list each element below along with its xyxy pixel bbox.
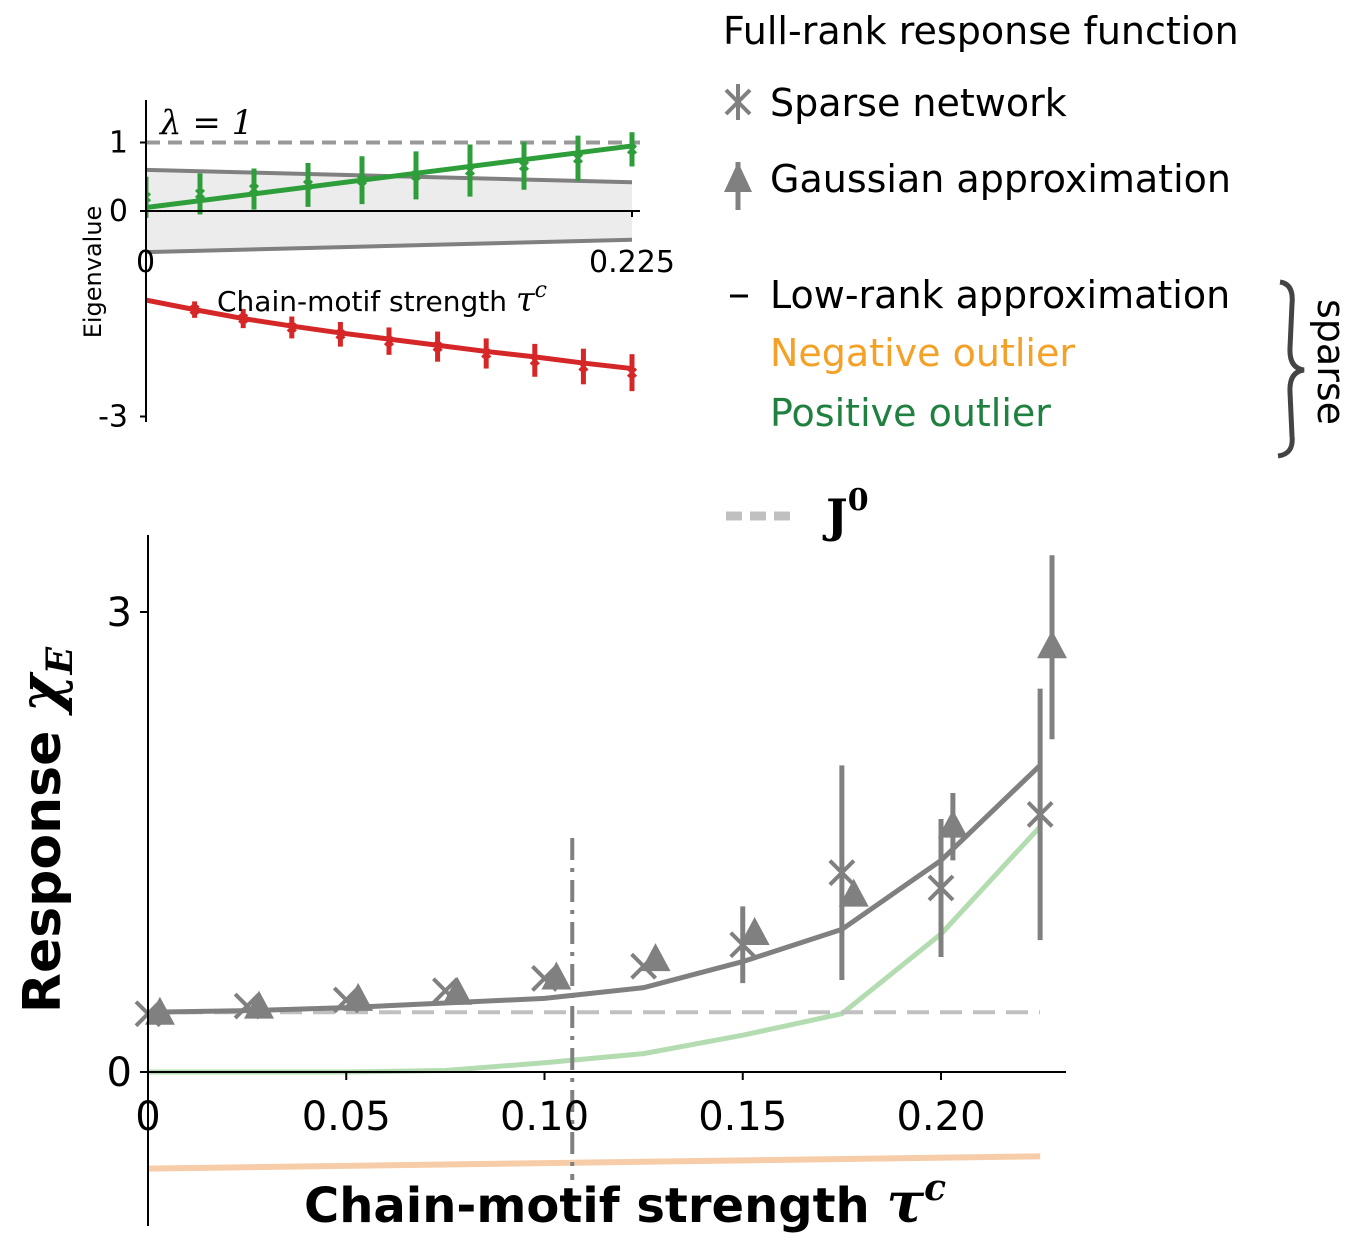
- main-y-tick-label: 3: [107, 590, 132, 636]
- inset-x-label: Chain-motif strength τc: [217, 278, 547, 320]
- legend-item-gaussian: Gaussian approximation: [770, 157, 1231, 201]
- main-lowrank-line: [147, 763, 1042, 1015]
- inset-x-tick-label: 0: [136, 245, 155, 280]
- main-gaussian-point: [442, 976, 473, 1005]
- inset-negative-sparse-point: [529, 355, 540, 366]
- inset-bulk-lower-edge: [146, 237, 633, 255]
- legend: Full-rank response function Sparse netwo…: [723, 9, 1353, 543]
- main-x-tick-label: 0.15: [698, 1094, 787, 1140]
- inset-positive-sparse-point: [410, 170, 422, 181]
- inset-negative-sparse-point: [578, 361, 589, 372]
- legend-lowrank-label: Low-rank approximation: [770, 273, 1230, 317]
- legend-j0-label: J0: [822, 483, 869, 543]
- main-gaussian-point: [739, 917, 770, 946]
- main-sparse-point: [828, 859, 856, 887]
- inset-negative-sparse-point: [238, 313, 249, 324]
- main-positive-outlier-line: [148, 824, 1042, 1075]
- inset-positive-sparse-point: [146, 192, 152, 203]
- inset-negative-sparse-point: [383, 336, 395, 347]
- main-gaussian-point: [144, 996, 175, 1025]
- inset-positive-sparse-point: [518, 160, 530, 171]
- inset-positive-sparse-point: [302, 179, 314, 191]
- legend-positive-outlier-label: Positive outlier: [770, 391, 1051, 435]
- inset-y-tick-label: -3: [98, 400, 128, 435]
- legend-brace-label: sparse: [1309, 299, 1353, 425]
- inset-positive-sparse-point: [626, 144, 638, 155]
- inset-negative-sparse-point: [626, 367, 638, 378]
- inset-y-label: Eigenvalue: [79, 206, 107, 339]
- main-y-tick-label: 0: [107, 1050, 132, 1096]
- main-x-tick-label: 0.20: [896, 1094, 985, 1140]
- main-x-label: Chain-motif strength τc: [304, 1167, 946, 1236]
- main-gaussian-point: [640, 943, 671, 972]
- main-gaussian-point: [343, 982, 374, 1011]
- main-y-label: Response χE: [6, 646, 81, 1013]
- inset-positive-sparse-point: [194, 188, 206, 199]
- main-gaussian-point: [1037, 630, 1068, 659]
- main-gaussian-point: [838, 878, 869, 907]
- legend-triangle-marker-icon: [724, 162, 752, 210]
- legend-brace-icon: [1277, 279, 1305, 459]
- main-chart: 0 3 0 0.05 0.10 0.15 0.20 Chain-motif strength…: [6, 535, 1068, 1236]
- legend-header: Full-rank response function: [723, 9, 1239, 53]
- inset-positive-sparse-point: [464, 165, 476, 176]
- inset-lambda-annotation: λ = 1: [158, 103, 253, 143]
- inset-positive-outlier-line: [146, 143, 633, 211]
- legend-negative-outlier-label: Negative outlier: [770, 331, 1075, 375]
- inset-negative-sparse-point: [432, 341, 443, 352]
- main-gaussian-point: [244, 990, 275, 1019]
- main-gaussian-point: [541, 961, 572, 990]
- inset-negative-sparse-point: [335, 329, 346, 340]
- inset-negative-sparse-point: [286, 322, 297, 333]
- main-sparse-point: [927, 874, 955, 902]
- main-x-tick-label: 0: [135, 1094, 160, 1140]
- legend-x-marker-icon: [724, 84, 752, 120]
- legend-item-sparse-network: Sparse network: [770, 81, 1067, 125]
- inset-x-tick-label: 0.225: [589, 245, 675, 280]
- inset-negative-sparse-point: [189, 304, 200, 315]
- main-x-tick-label: 0.10: [500, 1094, 589, 1140]
- inset-y-tick-label: 1: [109, 126, 128, 161]
- inset-y-tick-label: 0: [109, 194, 128, 229]
- main-negative-outlier-line: [147, 1153, 1041, 1172]
- inset-positive-sparse-point: [356, 175, 368, 186]
- main-sparse-point: [1026, 800, 1054, 828]
- inset-positive-sparse-point: [248, 184, 260, 195]
- main-gaussian-point: [937, 809, 968, 838]
- inset-chart: 1 0 -3 0 0.225 λ = 1 Chain-motif strength τc…: [79, 100, 675, 435]
- inset-negative-sparse-point: [481, 348, 492, 359]
- main-x-tick-label: 0.05: [302, 1094, 391, 1140]
- inset-positive-sparse-point: [572, 153, 584, 164]
